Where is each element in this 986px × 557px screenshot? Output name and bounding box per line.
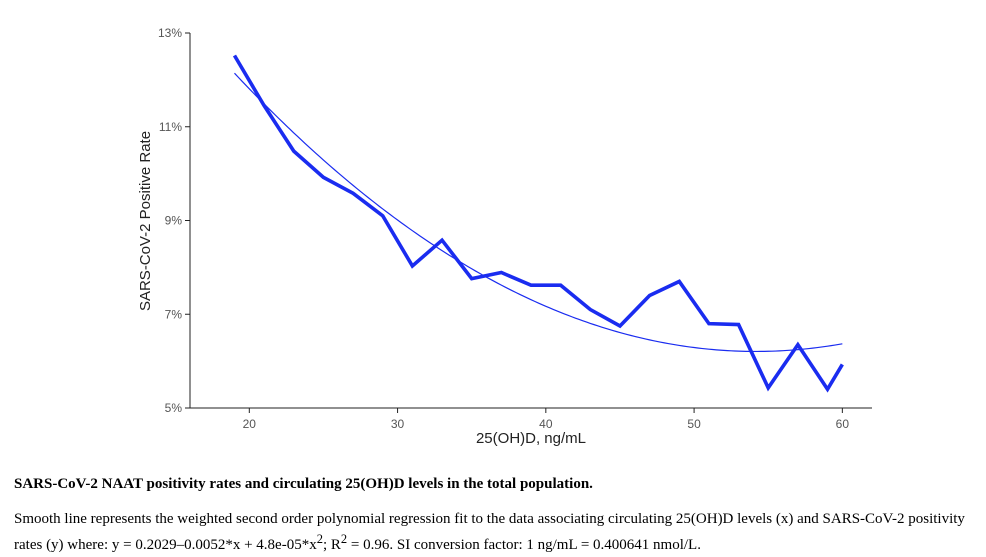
y-tick-label: 5% <box>165 401 183 415</box>
x-tick-label: 30 <box>391 417 405 431</box>
x-tick-label: 60 <box>836 417 850 431</box>
fit-line <box>234 72 843 353</box>
x-ticks: 20 30 40 50 60 <box>243 408 850 431</box>
y-tick-label: 13% <box>158 26 182 40</box>
y-tick-label: 9% <box>165 214 183 228</box>
caption-title: SARS-CoV-2 NAAT positivity rates and cir… <box>14 476 593 492</box>
caption-text-3: = 0.96. SI conversion factor: 1 ng/mL = … <box>347 537 701 553</box>
x-tick-label: 50 <box>687 417 701 431</box>
y-tick-label: 7% <box>165 307 183 321</box>
y-tick-label: 11% <box>159 120 182 134</box>
observed-line <box>232 54 844 393</box>
x-axis-title: 25(OH)D, ng/mL <box>476 430 586 447</box>
axes: 5% 7% 9% 11% 13% 20 30 40 50 60 <box>158 26 872 431</box>
series-layer <box>232 54 844 393</box>
y-ticks: 5% 7% 9% 11% 13% <box>158 26 190 415</box>
caption-body: Smooth line represents the weighted seco… <box>14 509 974 555</box>
caption-superscript-2: 2 <box>340 532 348 546</box>
y-axis-title: SARS-CoV-2 Positive Rate <box>137 131 154 311</box>
x-tick-label: 20 <box>243 417 257 431</box>
caption-text-2: ; R <box>322 537 341 553</box>
chart: 5% 7% 9% 11% 13% 20 30 40 50 60 25(OH)D, ng/mL S… <box>137 26 872 447</box>
caption-superscript-1: 2 <box>316 532 323 546</box>
x-tick-label: 40 <box>539 417 553 431</box>
caption-text-1: Smooth line represents the weighted seco… <box>14 511 965 553</box>
